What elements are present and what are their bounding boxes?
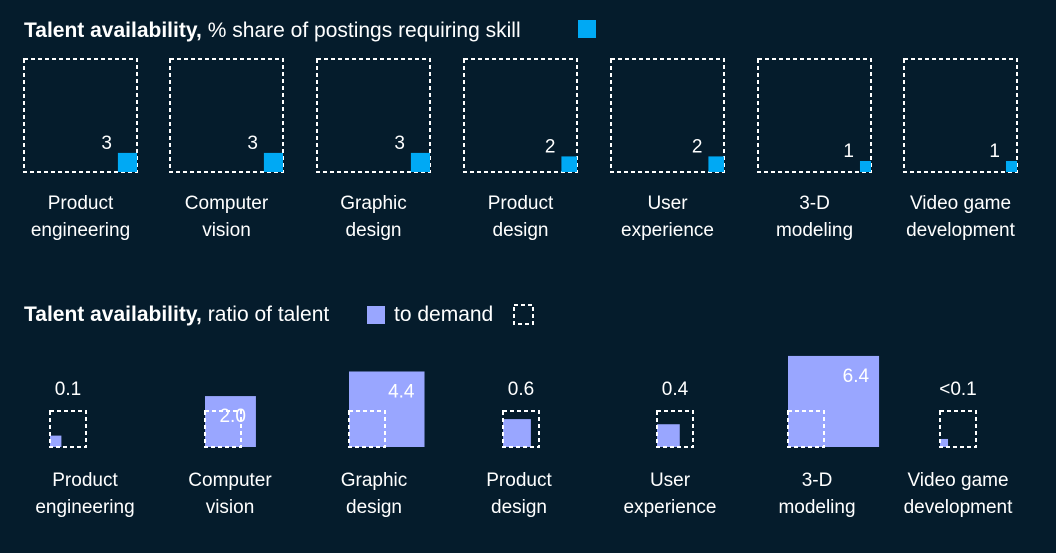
chart-2-value-label: 0.1: [55, 379, 81, 400]
chart-1-legend-share-swatch: [578, 20, 596, 38]
chart-1-category-label: Video game: [910, 193, 1011, 214]
chart-1-category-label: Product: [488, 193, 554, 214]
chart-2-demand-box: [348, 410, 386, 448]
chart-1-share-square: [410, 152, 430, 172]
chart-1-category-label: User: [647, 193, 688, 214]
chart-2-category-label: design: [346, 497, 402, 518]
chart-1-value-label: 3: [247, 133, 258, 154]
chart-1-title-rest: % share of postings requiring skill: [208, 19, 521, 42]
chart-1-category-label: design: [493, 220, 549, 241]
chart-1-plot: 3 Product engineering 3 Computer vision 3 Graph…: [23, 58, 1018, 241]
chart-2-plot: 0.1 Product engineering 2.0 Computer vision 4.…: [35, 355, 1014, 518]
chart-2-legend-talent-swatch: [367, 306, 385, 324]
chart-2-demand-box: [49, 410, 87, 448]
chart-2-value-label: 2.0: [219, 406, 245, 427]
chart-1-share-square: [859, 160, 871, 172]
chart-2-talent-square: [205, 396, 256, 447]
chart-2-talent-square: [503, 419, 531, 447]
chart-2-value-label: 4.4: [388, 381, 415, 402]
chart-2-demand-box: [502, 410, 540, 448]
chart-2-legend-demand-swatch: [513, 304, 534, 325]
chart-1-category-label: Computer: [185, 193, 269, 214]
chart-2-category-label: Video game: [907, 470, 1008, 491]
chart-2-demand-box: [787, 410, 825, 448]
chart-1-share-square: [1005, 160, 1017, 172]
chart-1-demand-box: [610, 58, 725, 173]
chart-2-talent-square: [50, 435, 62, 447]
chart-2-category-label: Computer: [188, 470, 272, 491]
chart-2-category-label: 3-D: [802, 470, 833, 491]
chart-1-demand-box: [316, 58, 431, 173]
chart-2-category-label: engineering: [35, 497, 134, 518]
chart-2-title-bold: Talent availability,: [24, 303, 202, 326]
chart-1-value-label: 1: [989, 141, 1000, 162]
chart-1-share-square: [263, 152, 283, 172]
chart-1-value-label: 2: [545, 136, 556, 157]
chart-2-title-mid: ratio of talent: [208, 303, 330, 326]
chart-2-value-label: 0.4: [662, 379, 689, 400]
chart-2-value-label: 6.4: [843, 366, 870, 387]
chart-2-talent-square: [940, 438, 949, 447]
chart-2-category-label: experience: [624, 497, 717, 518]
chart-1-share-square: [708, 156, 724, 172]
chart-1-value-label: 3: [394, 133, 405, 154]
chart-2-talent-square: [657, 424, 680, 447]
chart-1-share-square: [117, 152, 137, 172]
chart-2-talent-square: [788, 355, 880, 447]
chart-1-demand-box: [757, 58, 872, 173]
chart-1-value-label: 3: [101, 133, 112, 154]
chart-2-value-label: <0.1: [939, 379, 977, 400]
chart-2-category-label: User: [650, 470, 691, 491]
chart-1-category-label: Graphic: [340, 193, 407, 214]
chart-2-category-label: design: [491, 497, 547, 518]
chart-1-category-label: design: [346, 220, 402, 241]
chart-1-category-label: 3-D: [799, 193, 830, 214]
chart-2-title: Talent availability, ratio of talent: [24, 303, 329, 326]
chart-1-share-square: [561, 156, 577, 172]
chart-1-demand-box: [169, 58, 284, 173]
chart-1-value-label: 1: [843, 141, 854, 162]
chart-1-category-label: engineering: [31, 220, 130, 241]
chart-1-demand-box: [903, 58, 1018, 173]
chart-2-value-label: 0.6: [508, 379, 534, 400]
chart-1-category-label: vision: [202, 220, 251, 241]
chart-2-demand-box: [656, 410, 694, 448]
chart-2-category-label: Graphic: [341, 470, 408, 491]
chart-1-category-label: development: [906, 220, 1016, 241]
chart-2-title-end: to demand: [394, 303, 493, 326]
chart-1-demand-box: [463, 58, 578, 173]
chart-1-title-bold: Talent availability,: [24, 19, 202, 42]
chart-1-title: Talent availability, % share of postings …: [24, 19, 521, 42]
chart-1-category-label: Product: [48, 193, 114, 214]
chart-2-demand-box: [939, 410, 977, 448]
chart-2-demand-box: [204, 410, 242, 448]
chart-2-category-label: Product: [486, 470, 552, 491]
chart-2-category-label: modeling: [778, 497, 855, 518]
chart-1-category-label: experience: [621, 220, 714, 241]
chart-1-value-label: 2: [692, 136, 703, 157]
chart-2-category-label: Product: [52, 470, 118, 491]
chart-2-category-label: vision: [206, 497, 255, 518]
chart-2-category-label: development: [904, 497, 1014, 518]
chart-2-talent-square: [349, 371, 425, 447]
chart-1-demand-box: [23, 58, 138, 173]
chart-1-category-label: modeling: [776, 220, 853, 241]
